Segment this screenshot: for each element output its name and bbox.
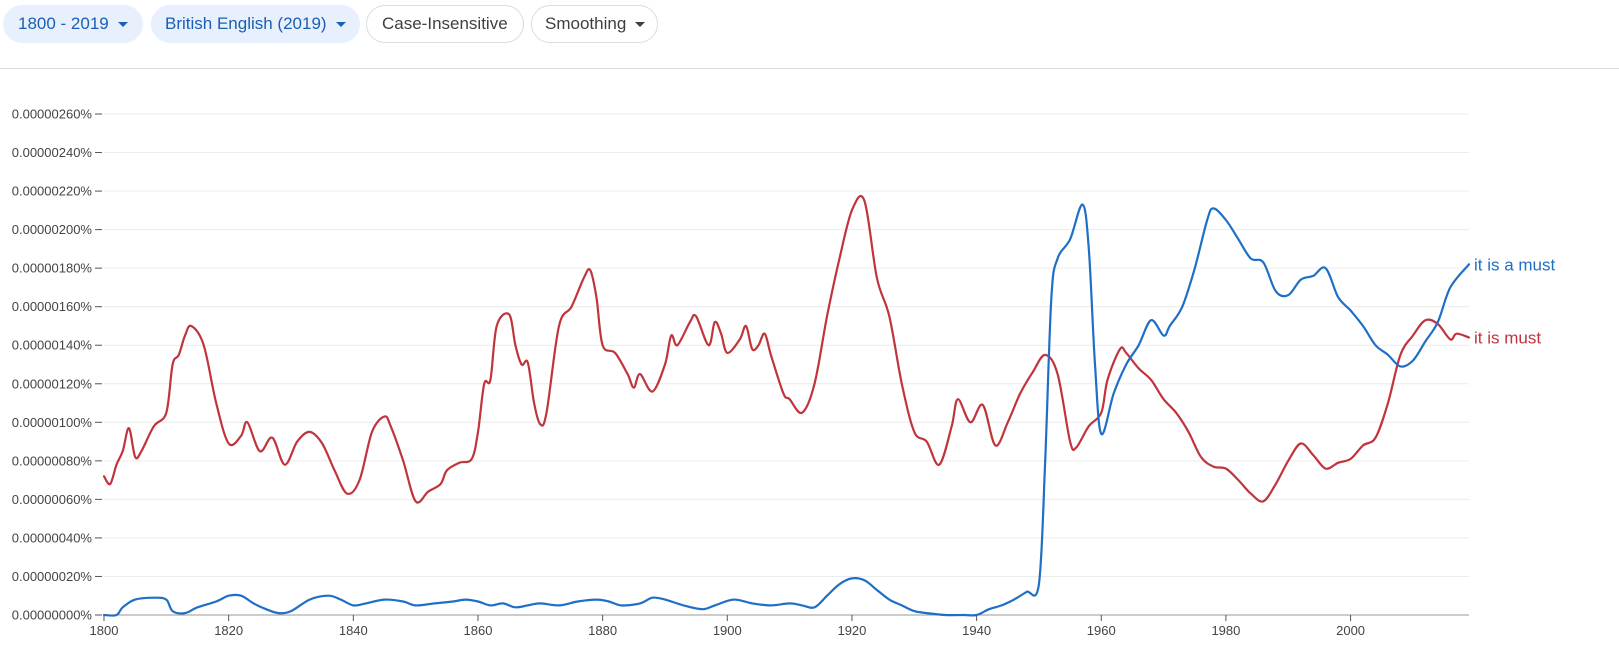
series-line-it-is-must [102,195,1471,504]
series-label: it is a must [1474,255,1556,274]
toolbar: 1800 - 2019 British English (2019) Case-… [0,0,1619,69]
grid-layer [104,113,1469,577]
corpus-label: British English (2019) [165,14,327,33]
x-tick-label: 1980 [1211,623,1240,638]
x-tick-label: 1920 [837,623,866,638]
y-tick-label: 0.00000040% [12,530,93,545]
series-line-it-is-a-must [102,203,1471,617]
x-tick-label: 1880 [588,623,617,638]
y-tick-label: 0.00000220% [12,184,93,199]
chevron-down-icon [335,21,346,27]
year-range-label: 1800 - 2019 [18,14,109,33]
y-tick-label: 0.00000060% [12,492,93,507]
chevron-down-icon [635,21,646,27]
smoothing-label: Smoothing [545,14,627,33]
axis-layer: 0.00000000% 0.00000020% 0.00000040% 0.00000… [12,107,1469,638]
y-tick-label: 0.00000240% [12,145,93,160]
chevron-down-icon [117,21,128,27]
case-insensitive-label: Case-Insensitive [382,14,508,33]
x-tick-label: 1900 [713,623,742,638]
x-tick-label: 2000 [1336,623,1365,638]
x-tick-label: 1800 [90,623,119,638]
x-tick-label: 1820 [214,623,243,638]
series-layer [102,195,1471,617]
series-label: it is must [1474,329,1541,348]
y-tick-label: 0.00000120% [12,376,93,391]
y-tick-label: 0.00000180% [12,261,93,276]
y-tick-label: 0.00000260% [12,107,93,122]
y-tick-label: 0.00000020% [12,569,93,584]
smoothing-dropdown[interactable]: Smoothing [531,5,659,43]
x-tick-label: 1940 [962,623,991,638]
case-insensitive-toggle[interactable]: Case-Insensitive [366,5,524,43]
y-tick-label: 0.00000000% [12,608,93,623]
label-layer: it is a must it is must [1474,255,1556,347]
y-tick-label: 0.00000100% [12,415,93,430]
x-tick-label: 1960 [1087,623,1116,638]
x-tick-label: 1860 [464,623,493,638]
x-tick-label: 1840 [339,623,368,638]
y-tick-label: 0.00000140% [12,338,93,353]
y-tick-label: 0.00000200% [12,222,93,237]
year-range-dropdown[interactable]: 1800 - 2019 [3,5,143,43]
ngram-line-chart: 0.00000000% 0.00000020% 0.00000040% 0.00000… [12,107,1556,639]
y-tick-label: 0.00000080% [12,453,93,468]
corpus-dropdown[interactable]: British English (2019) [151,5,360,43]
y-tick-label: 0.00000160% [12,299,93,314]
